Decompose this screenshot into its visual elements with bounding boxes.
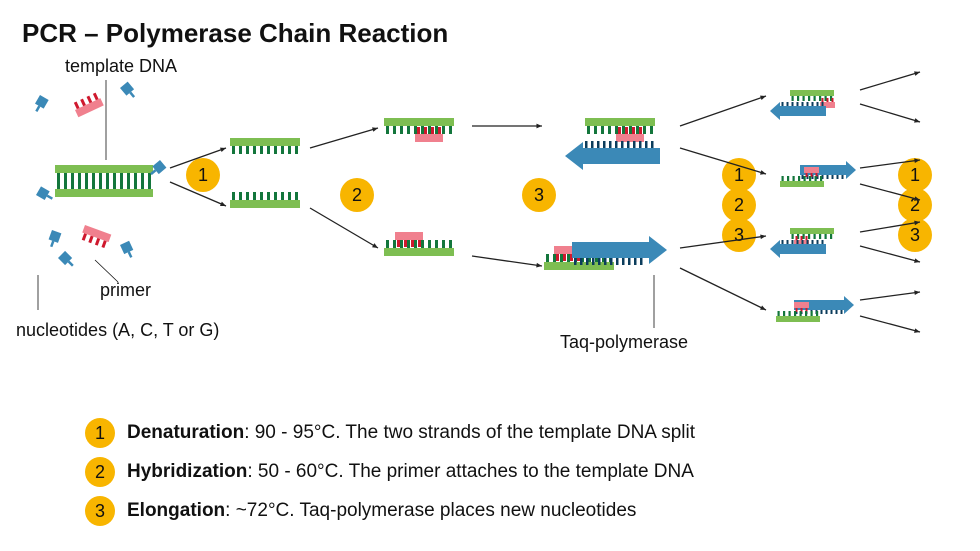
legend-text-1: Denaturation: 90 - 95°C. The two strands… (127, 422, 695, 444)
svg-text:2: 2 (352, 185, 362, 205)
legend-circle-3: 3 (85, 496, 115, 526)
legend-circle-1: 1 (85, 418, 115, 448)
label-nucleotides: nucleotides (A, C, T or G) (16, 320, 219, 341)
svg-text:1: 1 (198, 165, 208, 185)
svg-text:3: 3 (910, 225, 920, 245)
label-primer: primer (100, 280, 151, 301)
svg-text:1: 1 (734, 165, 744, 185)
svg-text:3: 3 (534, 185, 544, 205)
legend-text-2: Hybridization: 50 - 60°C. The primer att… (127, 461, 694, 483)
legend-item-2: 2 Hybridization: 50 - 60°C. The primer a… (85, 457, 694, 487)
page-title: PCR – Polymerase Chain Reaction (22, 18, 448, 49)
legend-circle-2: 2 (85, 457, 115, 487)
label-template-dna: template DNA (65, 56, 177, 77)
legend-item-1: 1 Denaturation: 90 - 95°C. The two stran… (85, 418, 695, 448)
label-taq: Taq-polymerase (560, 332, 688, 353)
svg-text:2: 2 (734, 195, 744, 215)
legend-text-3: Elongation: ~72°C. Taq-polymerase places… (127, 500, 636, 522)
svg-text:1: 1 (910, 165, 920, 185)
legend-item-3: 3 Elongation: ~72°C. Taq-polymerase plac… (85, 496, 636, 526)
svg-text:3: 3 (734, 225, 744, 245)
